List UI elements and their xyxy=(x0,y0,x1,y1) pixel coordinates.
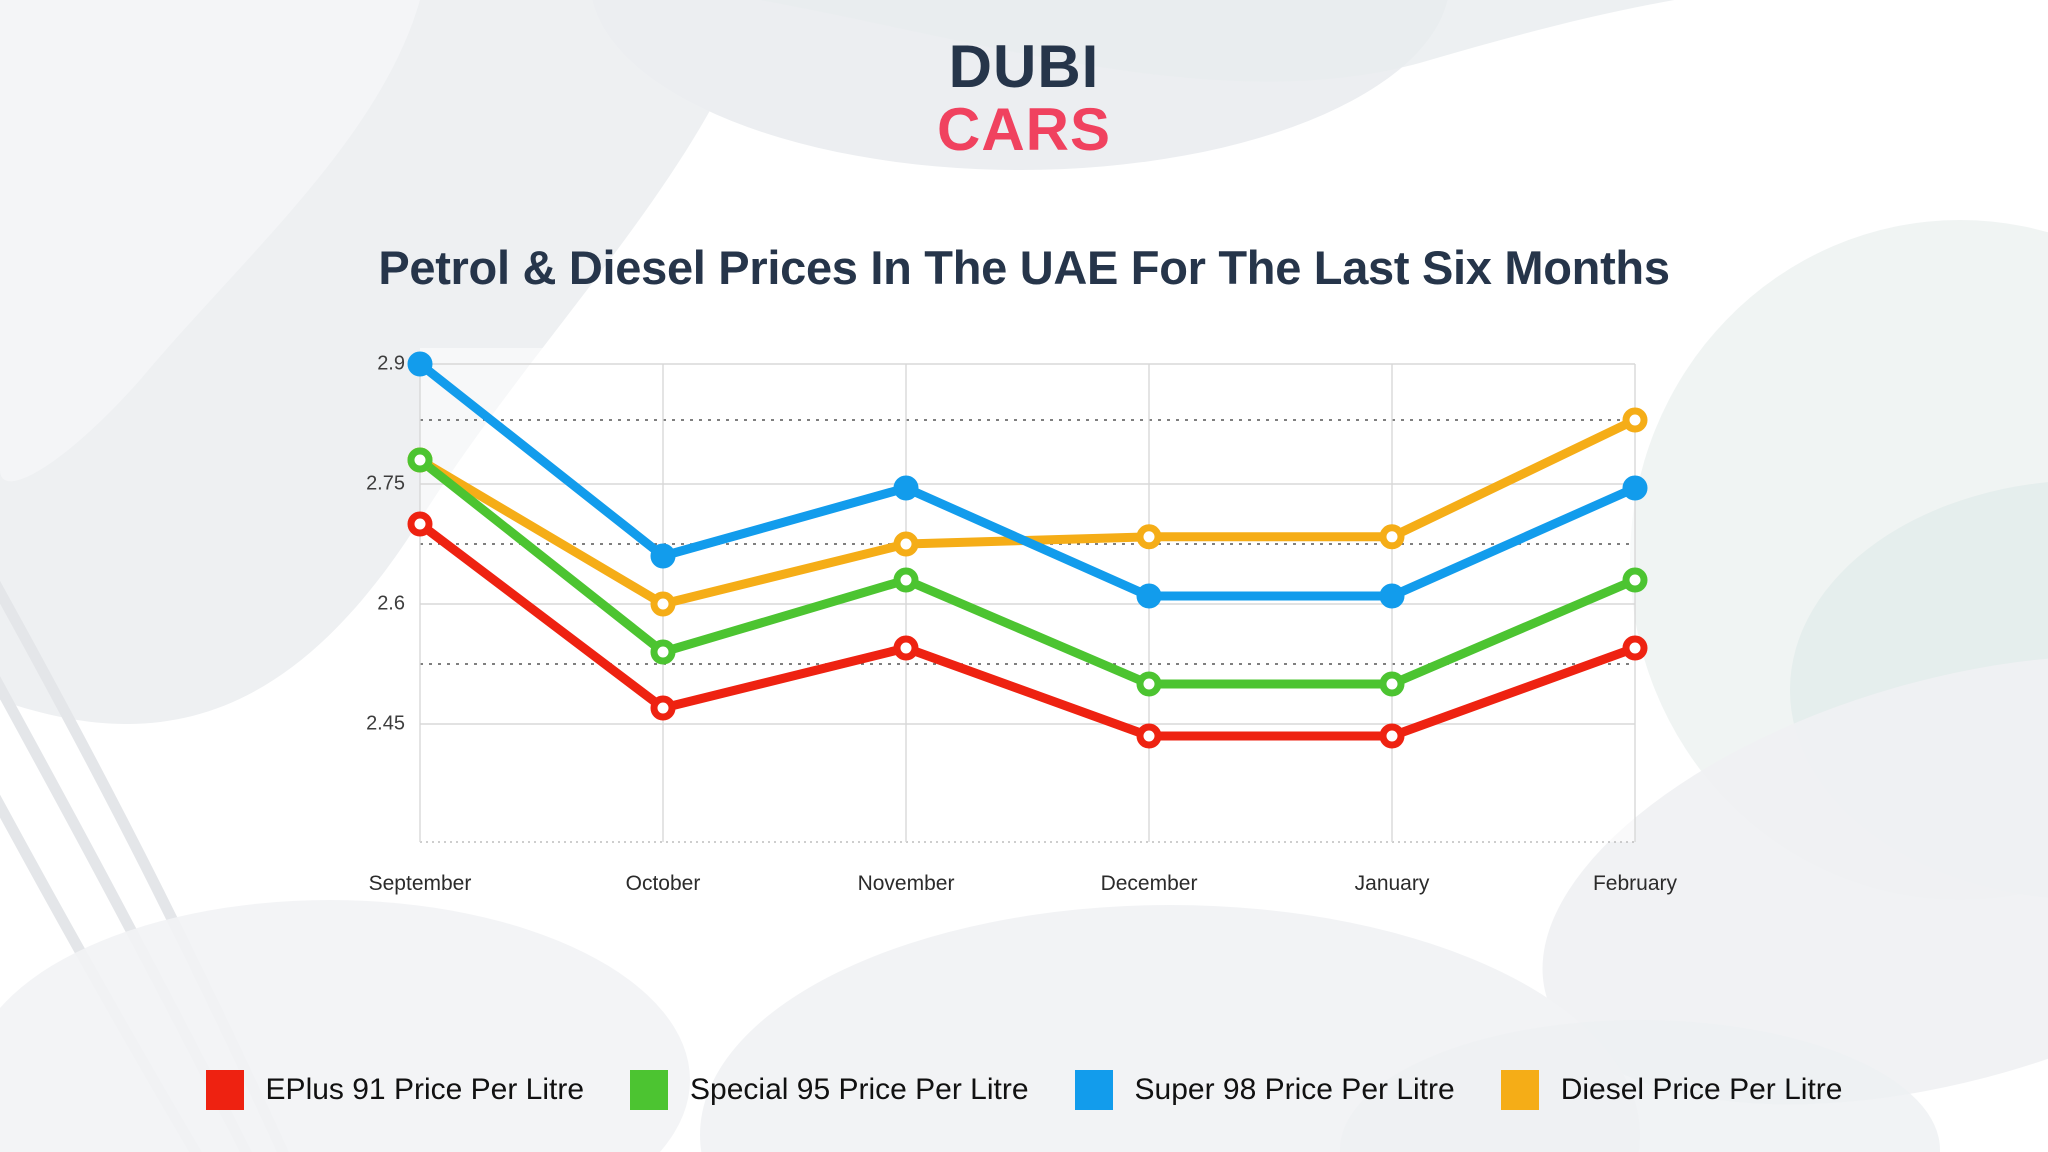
data-point xyxy=(1136,723,1162,749)
data-point xyxy=(1379,524,1405,550)
data-point xyxy=(407,511,433,537)
logo-text-dubi: DUBI xyxy=(948,33,1100,100)
data-point xyxy=(650,591,676,617)
legend-label: Special 95 Price Per Litre xyxy=(690,1073,1029,1106)
series-line-eplus-91 xyxy=(415,519,1640,741)
data-point xyxy=(893,475,919,501)
x-tick-label: October xyxy=(625,872,701,895)
page-title: Petrol & Diesel Prices In The UAE For Th… xyxy=(378,241,1670,294)
legend-item-super-98[interactable]: Super 98 Price Per Litre xyxy=(1074,1070,1455,1110)
data-point xyxy=(1136,524,1162,550)
x-tick-label: February xyxy=(1592,872,1678,895)
x-tick-label: December xyxy=(1100,872,1198,895)
data-point xyxy=(1622,567,1648,593)
data-point xyxy=(407,351,433,377)
series-line-super-98 xyxy=(415,359,1640,601)
data-point xyxy=(650,639,676,665)
data-point xyxy=(1379,583,1405,609)
y-tick-label: 2.45 xyxy=(366,712,405,735)
data-point xyxy=(1622,407,1648,433)
data-point xyxy=(893,531,919,557)
legend-swatch-diesel xyxy=(1500,1070,1539,1110)
y-tick-label: 2.9 xyxy=(377,352,405,375)
legend-swatch-eplus-91 xyxy=(205,1070,244,1110)
legend-item-special-95[interactable]: Special 95 Price Per Litre xyxy=(630,1070,1029,1110)
x-tick-label: November xyxy=(857,872,955,895)
data-point xyxy=(893,635,919,661)
y-tick-label: 2.6 xyxy=(377,592,405,615)
chart-canvas xyxy=(407,348,1648,843)
legend-swatch-special-95 xyxy=(630,1070,669,1110)
data-point xyxy=(1136,671,1162,697)
brand-logo: DUBI CARS xyxy=(0,33,2048,163)
data-point xyxy=(1379,723,1405,749)
x-tick-label: September xyxy=(368,872,472,895)
legend-swatch-super-98 xyxy=(1074,1070,1113,1110)
data-point xyxy=(1136,583,1162,609)
data-point xyxy=(650,695,676,721)
data-point xyxy=(650,543,676,569)
legend-label: Diesel Price Per Litre xyxy=(1560,1073,1843,1106)
y-tick-label: 2.75 xyxy=(366,472,405,495)
series-line-special-95 xyxy=(415,455,1640,689)
data-point xyxy=(407,447,433,473)
legend-label: Super 98 Price Per Litre xyxy=(1134,1073,1455,1106)
data-point xyxy=(893,567,919,593)
data-point xyxy=(1622,475,1648,501)
plot-background xyxy=(420,348,1635,842)
legend-item-diesel[interactable]: Diesel Price Per Litre xyxy=(1500,1070,1843,1110)
line-chart: 2.9 2.75 2.6 2.45 September October November D… xyxy=(0,330,2048,960)
legend-label: EPlus 91 Price Per Litre xyxy=(265,1073,585,1106)
legend-item-eplus-91[interactable]: EPlus 91 Price Per Litre xyxy=(205,1070,585,1110)
chart-legend: EPlus 91 Price Per Litre Special 95 Price… xyxy=(0,1070,2048,1110)
data-point xyxy=(1622,635,1648,661)
logo-text-cars: CARS xyxy=(936,96,1111,163)
x-tick-label: January xyxy=(1354,872,1430,895)
data-point xyxy=(1379,671,1405,697)
